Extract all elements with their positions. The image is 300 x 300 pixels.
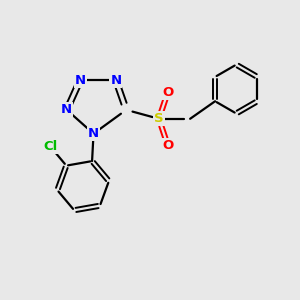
Text: N: N: [110, 74, 122, 87]
Text: N: N: [88, 127, 99, 140]
Text: Cl: Cl: [43, 140, 57, 153]
Text: N: N: [61, 103, 72, 116]
Text: O: O: [162, 139, 173, 152]
Text: N: N: [75, 74, 86, 87]
Text: S: S: [154, 112, 164, 125]
Text: O: O: [162, 85, 173, 98]
